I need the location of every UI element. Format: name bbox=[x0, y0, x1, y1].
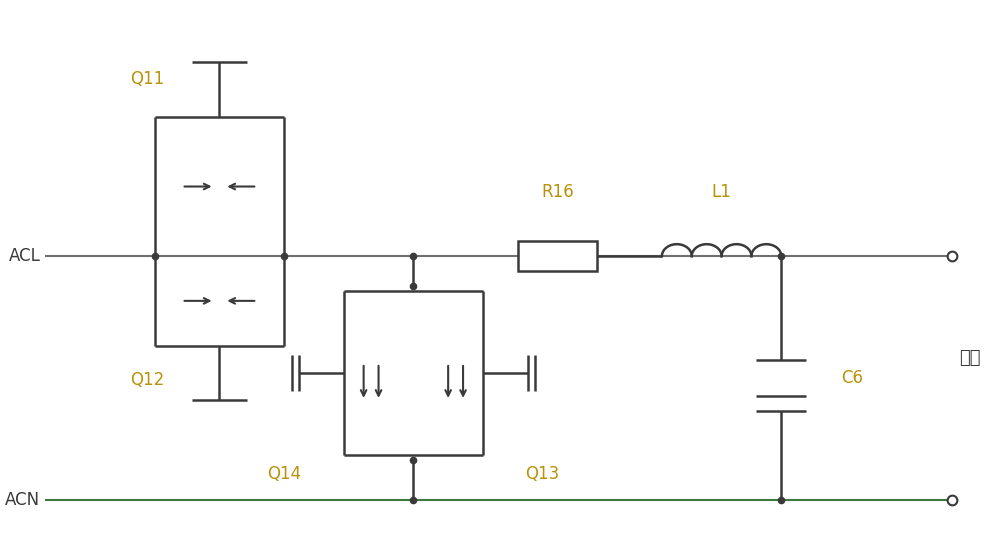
Text: Q11: Q11 bbox=[131, 70, 165, 88]
Text: L1: L1 bbox=[712, 183, 732, 201]
Text: ACN: ACN bbox=[5, 491, 40, 509]
Text: Q14: Q14 bbox=[267, 465, 301, 483]
Text: ACL: ACL bbox=[9, 247, 40, 265]
Bar bbox=[518, 241, 597, 271]
Text: Q12: Q12 bbox=[131, 371, 165, 389]
Text: Q13: Q13 bbox=[525, 465, 560, 483]
Text: 负载: 负载 bbox=[959, 349, 981, 367]
Text: C6: C6 bbox=[841, 369, 863, 387]
Text: R16: R16 bbox=[541, 183, 574, 201]
